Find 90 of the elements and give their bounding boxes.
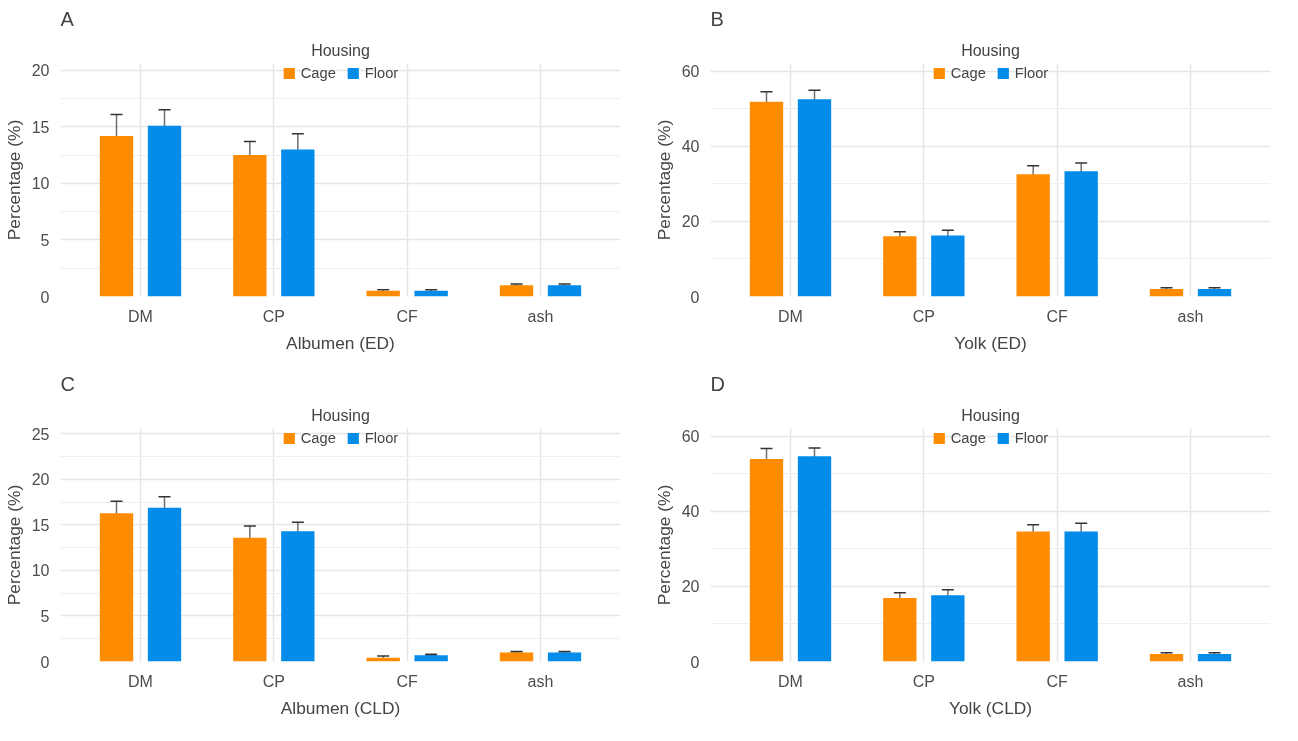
y-tick-label: 20 — [31, 471, 50, 489]
bar — [931, 235, 965, 297]
bar — [1149, 288, 1184, 297]
y-tick-label: 20 — [681, 578, 700, 596]
bar — [99, 513, 134, 662]
bar — [1016, 531, 1050, 662]
x-tick-label: CP — [912, 672, 935, 690]
y-tick-label: 0 — [40, 653, 50, 671]
legend-title: Housing — [311, 406, 370, 424]
x-tick-label: ash — [527, 672, 554, 690]
chart-title: B — [710, 7, 724, 30]
bar — [883, 236, 917, 297]
bar — [547, 285, 582, 297]
x-tick-label: DM — [778, 672, 803, 690]
bar — [499, 652, 534, 662]
bar — [281, 531, 315, 662]
bar — [547, 652, 582, 662]
x-tick-label: DM — [128, 307, 153, 325]
bar — [147, 507, 182, 662]
bar — [1064, 531, 1098, 662]
x-axis-title: Yolk (ED) — [954, 332, 1027, 353]
x-axis-title: Yolk (CLD) — [948, 697, 1033, 718]
bar — [931, 595, 965, 662]
x-tick-label: CP — [262, 672, 285, 690]
chart-title: C — [60, 372, 75, 395]
y-tick-label: 0 — [690, 288, 700, 306]
legend-label: Cage — [950, 65, 986, 81]
y-axis-title: Percentage (%) — [653, 484, 674, 606]
y-tick-label: 40 — [681, 138, 700, 156]
bar — [749, 101, 784, 297]
y-tick-label: 20 — [681, 213, 700, 231]
bar — [1016, 174, 1050, 297]
y-tick-label: 10 — [31, 562, 50, 580]
x-tick-label: CF — [1046, 672, 1069, 690]
x-tick-label: ash — [1177, 672, 1204, 690]
bar — [281, 149, 315, 297]
y-tick-label: 5 — [40, 231, 50, 249]
y-tick-label: 20 — [31, 62, 50, 80]
y-axis-title: Percentage (%) — [3, 484, 24, 606]
x-axis-title: Albumen (CLD) — [280, 697, 401, 718]
x-tick-label: CF — [396, 307, 419, 325]
x-tick-label: CP — [912, 307, 935, 325]
bar — [147, 125, 182, 297]
x-tick-label: ash — [1177, 307, 1204, 325]
y-tick-label: 5 — [40, 607, 50, 625]
y-axis-title: Percentage (%) — [3, 119, 24, 241]
legend-label: Cage — [300, 65, 336, 81]
y-tick-label: 60 — [681, 63, 700, 81]
bar — [1149, 653, 1184, 662]
bar — [366, 290, 400, 297]
chart-title: D — [710, 372, 725, 395]
x-axis-title: Albumen (ED) — [286, 332, 395, 353]
bar — [233, 537, 267, 662]
chart-title: A — [60, 7, 75, 30]
y-tick-label: 10 — [31, 175, 50, 193]
y-tick-label: 60 — [681, 428, 700, 446]
bar — [797, 99, 832, 297]
y-tick-label: 15 — [31, 118, 50, 136]
legend-label: Floor — [364, 430, 399, 446]
y-tick-label: 25 — [31, 425, 50, 443]
y-tick-label: 15 — [31, 516, 50, 534]
bar — [1197, 288, 1232, 297]
bar — [1197, 653, 1232, 662]
bar — [99, 135, 134, 297]
x-tick-label: DM — [778, 307, 803, 325]
legend-label: Floor — [1014, 65, 1049, 81]
legend-label: Cage — [300, 430, 336, 446]
legend-label: Floor — [1014, 430, 1049, 446]
bar — [414, 290, 448, 297]
y-axis-title: Percentage (%) — [653, 119, 674, 241]
bar — [499, 285, 534, 297]
legend-title: Housing — [961, 41, 1020, 59]
x-tick-label: ash — [527, 307, 554, 325]
legend-title: Housing — [961, 406, 1020, 424]
bar — [1064, 171, 1098, 297]
bar — [797, 456, 832, 662]
legend-label: Floor — [364, 65, 399, 81]
y-tick-label: 0 — [690, 653, 700, 671]
legend-title: Housing — [311, 41, 370, 59]
bar — [883, 597, 917, 662]
y-tick-label: 0 — [40, 288, 50, 306]
x-tick-label: DM — [128, 672, 153, 690]
bar — [749, 458, 784, 662]
bar — [233, 155, 267, 297]
bar — [414, 655, 448, 662]
y-tick-label: 40 — [681, 503, 700, 521]
x-tick-label: CF — [1046, 307, 1069, 325]
legend-label: Cage — [950, 430, 986, 446]
x-tick-label: CF — [396, 672, 419, 690]
x-tick-label: CP — [262, 307, 285, 325]
